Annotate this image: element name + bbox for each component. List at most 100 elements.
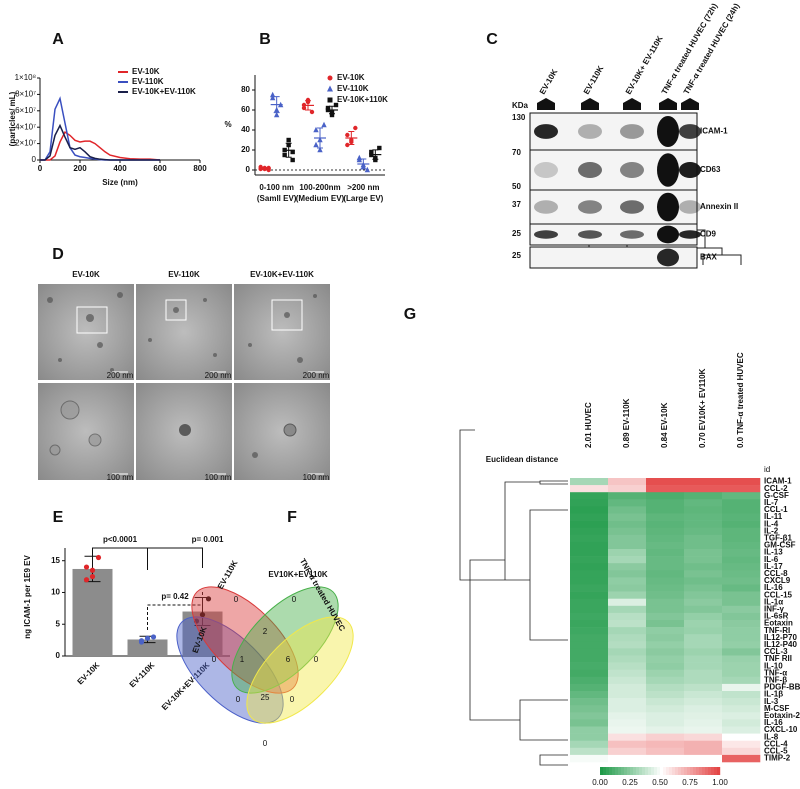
heatmap-cell [722,612,761,621]
heatmap-cell [722,662,761,670]
heatmap-cell [570,655,609,663]
heatmap-cell [608,612,647,621]
point [83,577,90,583]
colorbar-step [606,767,610,775]
heatmap-cell [722,634,761,642]
heatmap-cell [722,648,761,656]
y-tick-label: 8×10⁷ [15,90,36,99]
heatmap-cell [608,485,647,493]
x-tick-label: 400 [113,164,127,173]
heatmap-cell [646,691,685,699]
heatmap-cell [646,627,685,635]
em-images [38,284,330,480]
colorbar-step [678,767,682,775]
x-tick-label: EV-110K [128,660,157,689]
heatmap-cell [570,492,609,500]
heatmap-cell [722,527,761,536]
heatmap-cell [570,705,609,713]
blot-strip [529,246,698,269]
heatmap-cell [684,549,723,557]
em-image [136,284,232,380]
colorbar-tick-label: 0.25 [622,778,638,787]
y-tick-label: 15 [51,556,60,565]
row-label: IL-1β [764,690,783,699]
heatmap-cell [608,563,647,571]
vesicles [47,292,317,458]
heatmap-cell [570,598,609,607]
point [321,121,327,128]
heatmap-cell [646,527,685,536]
heatmap-cell [646,648,685,656]
zoom-box [271,299,303,331]
heatmap-cell [722,669,761,678]
heatmap-cell [722,506,761,514]
error-bar [348,131,355,145]
heatmap-cell [608,506,647,514]
row-dendrogram [459,429,568,766]
unit-label: KDa [512,101,529,110]
y-tick-label: 10 [51,588,60,597]
error-bar [285,142,292,158]
row-label: IL-2 [764,526,779,535]
colorbar-step [717,767,721,775]
heatmap-cell [646,570,685,578]
heatmap-cell [608,527,647,536]
lane-label: EV-110K [582,64,606,96]
heatmap-cell [646,591,685,599]
band-label: ICAM-1 [700,127,728,136]
size-marker: 37 [512,200,521,209]
point [269,91,276,98]
heatmap-cell [608,719,647,727]
heatmap-cell [646,754,685,763]
heatmap-cell [570,669,609,678]
heatmap-cell [722,754,761,763]
heatmap-cell [570,676,609,685]
venn-count: 0 [292,595,297,604]
column-label: 0.0 TNF-α treated HUVEC [736,352,745,448]
row-label: CXCL9 [764,576,791,585]
x-tick-label: 200 [73,164,87,173]
venn-count: 0 [263,739,268,748]
x-tick-label: EV-10K [76,660,102,686]
point [150,634,157,640]
row-label: Eotaxin [764,619,793,628]
heatmap-cell [646,747,685,756]
heatmap-cell [608,620,647,628]
row-label: G-CSF [764,491,789,500]
heatmap-cell [684,719,723,727]
point [313,141,319,148]
heatmap-cell [570,641,609,649]
heatmap-cell [722,627,761,635]
heatmap-cell [570,591,609,599]
heatmap-cell [570,648,609,656]
heatmap-cell [722,705,761,713]
em-image [234,383,330,480]
row-label: IL-7 [764,498,779,507]
row-label: CCL-1 [764,505,788,514]
heatmap-cell [608,520,647,528]
heatmap-cell [570,733,609,741]
point [353,125,358,131]
column-label: 2.01 HUVEC [584,402,593,448]
heatmap-cell [722,605,761,614]
blot-band [620,230,644,239]
point [364,166,371,173]
y-tick-label: 60 [241,105,250,114]
heatmap-cell [570,520,609,528]
heatmap-cell [646,478,685,486]
blot-band [679,124,701,139]
venn [176,586,354,724]
heatmap-cell [646,577,685,585]
heatmap-cell [646,712,685,720]
heatmap-cell [570,612,609,621]
colorbar-step [654,767,658,775]
heatmap-cell [684,612,723,621]
legend-label: EV-10K+110K [337,95,388,104]
y-tick-label: 0 [246,165,251,174]
heatmap-cell [646,485,685,493]
heatmap-cell [570,662,609,670]
heatmap-cell [570,627,609,635]
point [282,152,287,158]
heatmap-cell [608,570,647,578]
